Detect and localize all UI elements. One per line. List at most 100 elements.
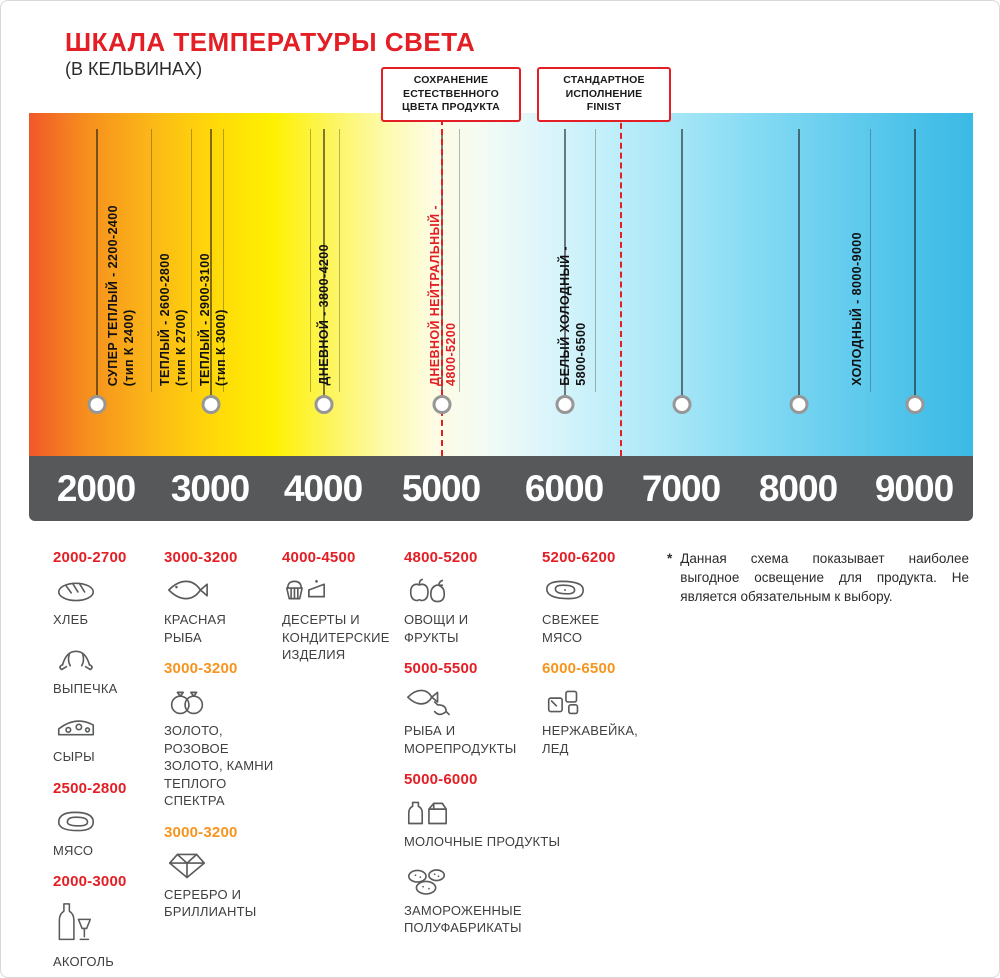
legend-item-label: РЫБА И МОРЕПРОДУКТЫ (404, 723, 517, 756)
range-guide-line (870, 129, 871, 392)
band-label-daylight-neutral: ДНЕВНОЙ НЕЙТРАЛЬНЫЙ - 4800-5200 (427, 205, 459, 386)
legend-item-alcohol: АКОГОЛЬ (53, 898, 158, 971)
band-label-text: ДНЕВНОЙ НЕЙТРАЛЬНЫЙ - (428, 205, 442, 386)
alcohol-icon (58, 903, 92, 941)
tick-dot-7000 (672, 395, 692, 414)
tick-dot-5000 (432, 395, 452, 414)
range-heading: 3000-3200 (164, 660, 238, 678)
tick-line-3000 (210, 129, 212, 398)
axis-tick-2000: 2000 (56, 468, 136, 509)
range-guide-line (191, 129, 192, 392)
band-label-daylight: ДНЕВНОЙ - 3800-4200 (316, 244, 332, 386)
legend-item-label: ЗОЛОТО, РОЗОВОЕ ЗОЛОТО, КАМНИ ТЕПЛОГО СП… (164, 723, 274, 809)
legend-item-gold: ЗОЛОТО, РОЗОВОЕ ЗОЛОТО, КАМНИ ТЕПЛОГО СП… (164, 685, 277, 810)
range-heading: 6000-6500 (542, 660, 616, 678)
band-label-sub: (тип К 3000) (214, 309, 228, 386)
band-label-text: ДНЕВНОЙ - 3800-4200 (317, 244, 331, 386)
tick-line-6000 (564, 129, 566, 398)
range-guide-line (151, 129, 152, 392)
legend-item-pastry: ВЫПЕЧКА (53, 643, 158, 698)
band-label-sub: (тип К 2700) (174, 309, 188, 386)
callout-line: FINIST (586, 101, 622, 114)
legend-item-label: СЫРЫ (53, 749, 95, 765)
callout-line: ИСПОЛНЕНИЕ (565, 87, 643, 100)
legend-item-label: МОЛОЧНЫЕ ПРОДУКТЫ (404, 834, 561, 850)
range-heading: 5000-5500 (404, 660, 478, 678)
tick-dot-4000 (314, 395, 334, 414)
page-subtitle: (В КЕЛЬВИНАХ) (65, 59, 203, 79)
tick-dot-6000 (555, 395, 575, 414)
legend-item-label: ХЛЕБ (53, 612, 89, 627)
axis-tick-4000: 4000 (283, 468, 363, 509)
band-label-text: ХОЛОДНЫЙ - 8000-9000 (850, 232, 864, 386)
footnote: * Данная схема показывает наиболее выгод… (667, 550, 969, 607)
kelvin-axis-bar: 2000 3000 4000 5000 6000 7000 8000 9000 (29, 456, 973, 521)
axis-tick-9000: 9000 (874, 468, 954, 509)
legend-item-bread: ХЛЕБ (53, 574, 158, 629)
band-label-cold: ХОЛОДНЫЙ - 8000-9000 (849, 232, 865, 386)
temperature-gradient-band: СУПЕР ТЕПЛЫЙ - 2200-2400 (тип К 2400) ТЕ… (29, 113, 973, 456)
axis-tick-8000: 8000 (758, 468, 838, 509)
footnote-text: Данная схема показывает наиболее выгодно… (680, 551, 969, 604)
legend-item-seafood: РЫБА И МОРЕПРОДУКТЫ (404, 685, 544, 757)
axis-tick-7000: 7000 (641, 468, 721, 509)
axis-tick-6000: 6000 (524, 468, 604, 509)
callout-finist-standard: СТАНДАРТНОЕ ИСПОЛНЕНИЕ FINIST (537, 67, 671, 122)
band-label-text: ТЕПЛЫЙ - 2900-3100 (198, 252, 212, 386)
legend-item-frozen: ЗАМОРОЖЕННЫЕ ПОЛУФАБРИКАТЫ (404, 865, 544, 937)
page-title: ШКАЛА ТЕМПЕРАТУРЫ СВЕТА (65, 27, 476, 57)
legend-item-desserts: ДЕСЕРТЫ И КОНДИТЕРСКИЕ ИЗДЕЛИЯ (282, 574, 400, 664)
legend-item-label: ВЫПЕЧКА (53, 680, 118, 696)
range-heading: 5200-6200 (542, 549, 616, 566)
legend-item-vegetables: ОВОЩИ И ФРУКТЫ (404, 574, 544, 646)
legend-column-1: 2000-2700 ХЛЕБ ВЫПЕЧКА СЫРЫ 2500-2 (53, 549, 158, 977)
dashed-line-finist (620, 113, 622, 456)
range-heading: 4000-4500 (282, 549, 356, 566)
legend-item-label: НЕРЖАВЕЙКА, ЛЕД (542, 723, 638, 756)
range-heading: 3000-3200 (164, 823, 238, 841)
legend-item-steel-ice: НЕРЖАВЕЙКА, ЛЕД (542, 685, 654, 757)
legend-item-label: СЕРЕБРО И БРИЛЛИАНТЫ (164, 886, 257, 920)
callout-line: СОХРАНЕНИЕ (413, 74, 489, 86)
legend-item-label: ЗАМОРОЖЕННЫЕ ПОЛУФАБРИКАТЫ (404, 902, 522, 936)
fish-icon (167, 580, 208, 600)
tick-line-7000 (681, 129, 683, 398)
dashed-line-natural-color (441, 119, 443, 456)
band-label-text: СУПЕР ТЕПЛЫЙ - 2200-2400 (106, 204, 120, 386)
frozen-icon (407, 868, 446, 895)
legend-item-label: ДЕСЕРТЫ И КОНДИТЕРСКИЕ ИЗДЕЛИЯ (282, 612, 390, 663)
legend-column-3: 4000-4500 ДЕСЕРТЫ И КОНДИТЕРСКИЕ ИЗДЕЛИЯ (282, 549, 400, 678)
footnote-asterisk: * (667, 551, 673, 566)
seafood-icon (407, 689, 450, 716)
legend-column-5: 5200-6200 СВЕЖЕЕ МЯСО 6000-6500 НЕРЖАВЕЙ… (542, 549, 654, 771)
tick-line-2000 (96, 129, 98, 398)
range-guide-line (595, 129, 596, 392)
range-heading: 3000-3200 (164, 549, 238, 566)
range-heading: 5000-6000 (404, 771, 478, 789)
range-guide-line (459, 129, 460, 392)
band-label-sub: 5800-6500 (574, 322, 588, 386)
legend-item-meat: МЯСО (53, 805, 158, 860)
band-label-super-warm: СУПЕР ТЕПЛЫЙ - 2200-2400 (тип К 2400) (105, 205, 137, 386)
legend-item-silver: СЕРЕБРО И БРИЛЛИАНТЫ (164, 849, 277, 921)
range-heading: 4800-5200 (404, 549, 478, 566)
tick-dot-9000 (905, 395, 925, 414)
callout-line: ЕСТЕСТВЕННОГО (403, 87, 499, 100)
range-heading: 2500-2800 (53, 779, 127, 797)
range-guide-line (223, 129, 224, 392)
rings-icon (170, 691, 204, 715)
legend-item-cheese: СЫРЫ (53, 711, 158, 766)
axis-tick-3000: 3000 (170, 468, 250, 509)
tick-line-4000 (323, 129, 325, 398)
tick-dot-3000 (201, 395, 221, 414)
tick-line-8000 (798, 129, 800, 398)
legend-column-2: 3000-3200 КРАСНАЯ РЫБА 3000-3200 ЗОЛОТО,… (164, 549, 277, 935)
band-label-sub: (тип К 2400) (122, 309, 136, 386)
range-heading: 2000-2700 (53, 549, 127, 566)
callout-line: СТАНДАРТНОЕ (563, 74, 645, 86)
diamond-icon (168, 853, 206, 879)
vegetables-icon (409, 578, 446, 603)
band-label-text: ТЕПЛЫЙ - 2600-2800 (158, 252, 172, 386)
croissant-icon (59, 650, 93, 670)
band-label-cold-white: БЕЛЫЙ ХОЛОДНЫЙ - 5800-6500 (557, 246, 589, 386)
